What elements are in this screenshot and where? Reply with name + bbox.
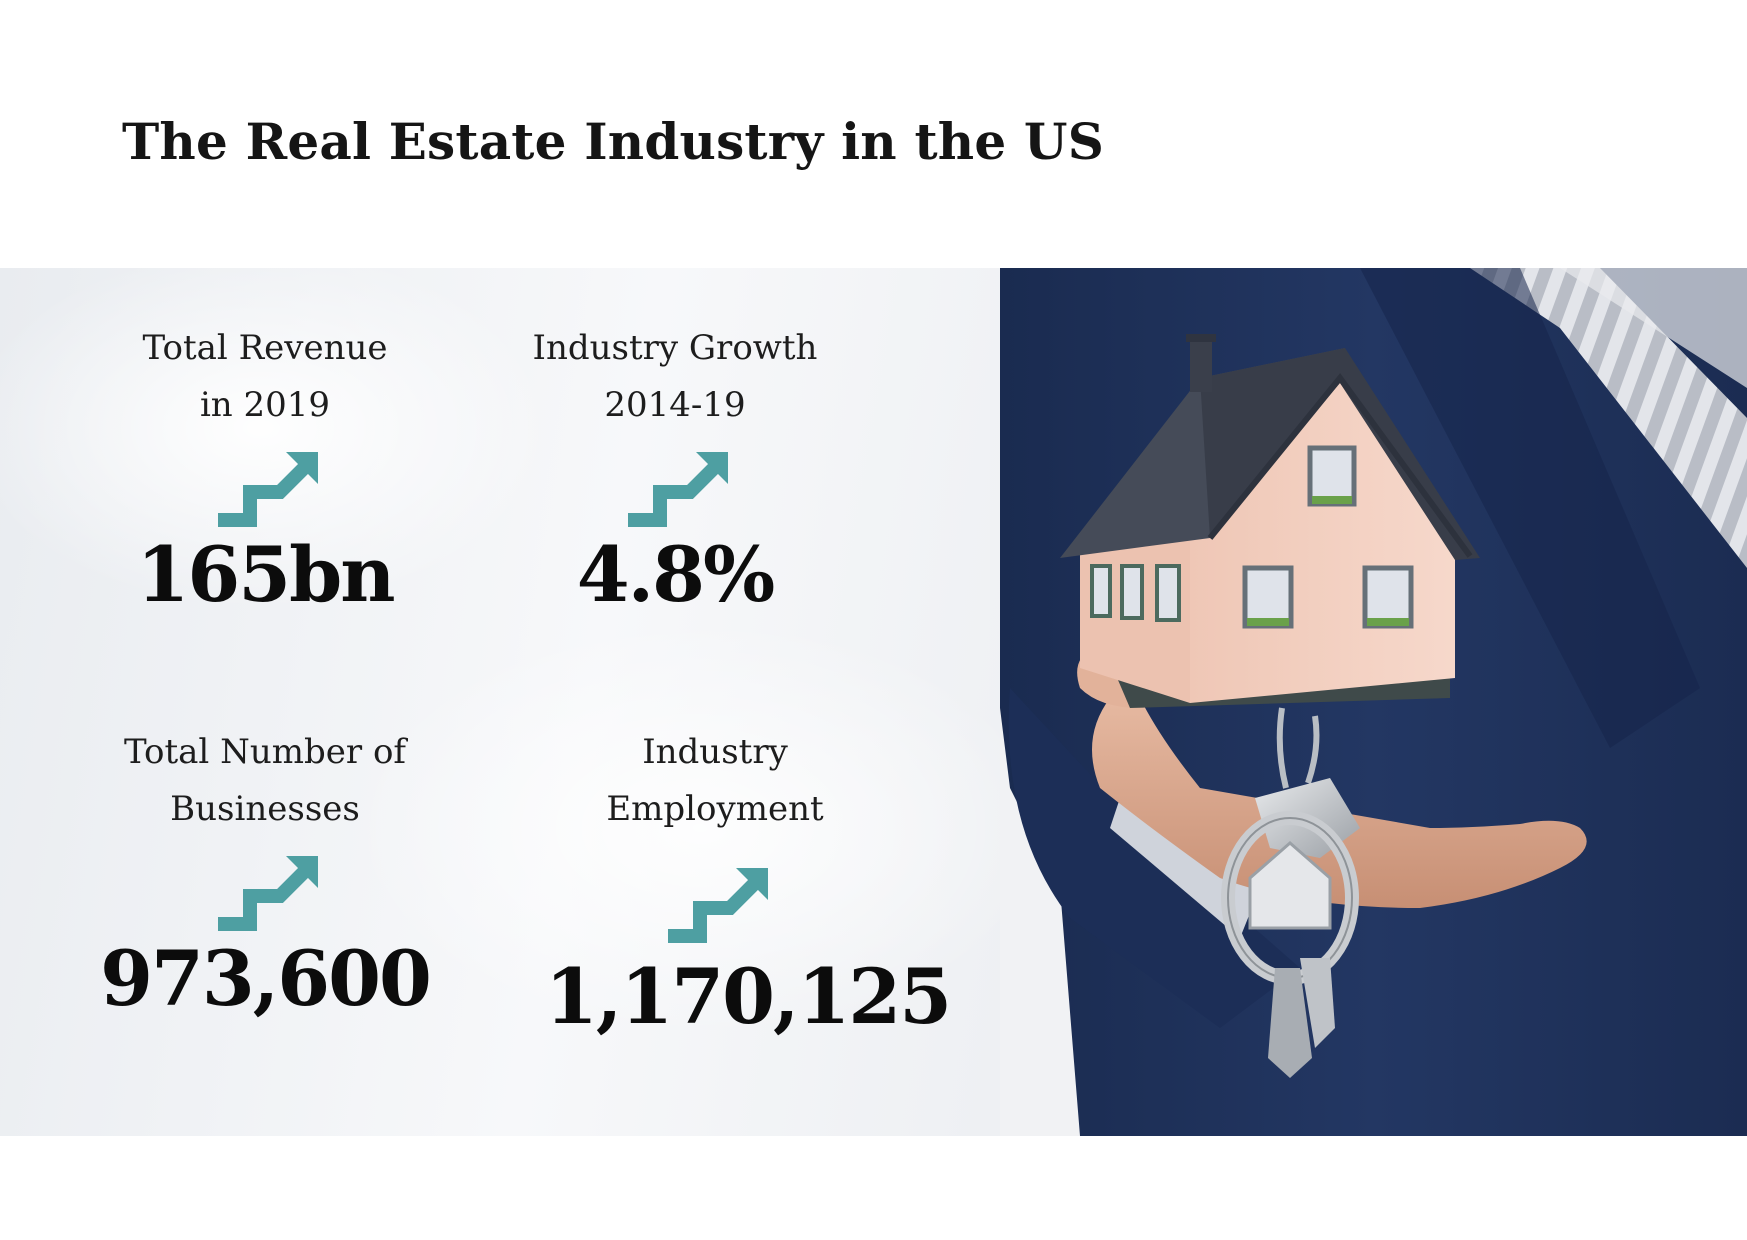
trend-up-arrow-icon — [218, 452, 318, 527]
stats-band: Total Revenue in 2019 165bn Industry Gro… — [0, 268, 1747, 1136]
stat-label: Industry Growth 2014-19 — [515, 320, 835, 434]
trend-up-arrow-icon — [668, 868, 768, 943]
house-photo — [1000, 268, 1747, 1136]
stat-value: 973,600 — [100, 934, 432, 1023]
stat-label-line1: Total Number of — [123, 732, 406, 772]
stat-label-line2: 2014-19 — [604, 385, 746, 425]
stat-value: 4.8% — [576, 530, 775, 619]
stat-label-line2: in 2019 — [199, 385, 331, 425]
page-title: The Real Estate Industry in the US — [122, 112, 1105, 171]
stat-label: Total Number of Businesses — [100, 724, 430, 838]
stat-label: Industry Employment — [545, 724, 885, 838]
stat-label: Total Revenue in 2019 — [100, 320, 430, 434]
stat-industry-employment: Industry Employment 1,170,125 — [545, 724, 952, 1042]
stat-total-businesses: Total Number of Businesses 973,600 — [100, 724, 432, 1024]
stat-label-line1: Industry Growth — [532, 328, 818, 368]
stat-value: 165bn — [136, 530, 395, 619]
stat-label-line2: Businesses — [170, 789, 360, 829]
stat-label-line1: Industry — [642, 732, 788, 772]
stat-label-line2: Employment — [606, 789, 824, 829]
stat-industry-growth: Industry Growth 2014-19 4.8% — [515, 320, 835, 620]
trend-up-arrow-icon — [218, 856, 318, 931]
stat-total-revenue: Total Revenue in 2019 165bn — [100, 320, 430, 620]
stat-value: 1,170,125 — [545, 952, 952, 1041]
stat-label-line1: Total Revenue — [142, 328, 388, 368]
trend-up-arrow-icon — [628, 452, 728, 527]
